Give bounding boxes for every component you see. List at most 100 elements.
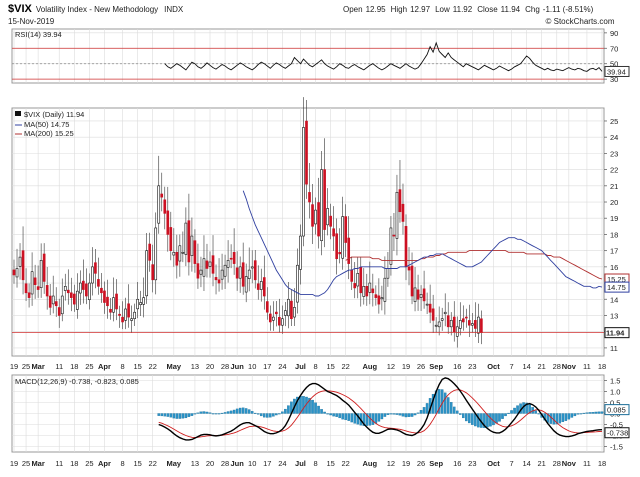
candle-body — [455, 326, 459, 337]
macd-histogram-bar — [302, 396, 305, 414]
macd-histogram-bar — [471, 413, 474, 425]
date-upper-label: 11 — [583, 362, 591, 371]
macd-histogram-bar — [332, 413, 335, 417]
macd-histogram-bar — [356, 413, 360, 425]
macd-histogram-bar — [163, 413, 167, 417]
date-upper-label: Apr — [98, 362, 111, 371]
candle-body — [347, 237, 351, 264]
macd-histogram-bar — [353, 413, 357, 424]
candle-body — [290, 300, 293, 320]
macd-histogram-bar — [437, 389, 441, 414]
date-lower-label: 18 — [70, 459, 78, 468]
date-upper-label: 8 — [120, 362, 124, 371]
candle-body — [284, 310, 287, 316]
candle-body — [33, 277, 37, 285]
candle-body — [320, 169, 323, 241]
ohlc-high-label: High — [391, 5, 407, 14]
macd-histogram-bar — [537, 413, 540, 415]
macd-histogram-bar — [181, 413, 185, 419]
macd-histogram-bar — [555, 413, 559, 425]
candle-body — [211, 255, 215, 274]
candle-body — [36, 286, 40, 290]
macd-histogram-bar — [585, 412, 589, 414]
candle-body — [151, 264, 155, 281]
macd-histogram-bar — [573, 413, 577, 417]
date-upper-label: May — [167, 362, 182, 371]
candle-body — [142, 297, 145, 305]
candle-body — [338, 252, 341, 255]
macd-histogram-bar — [407, 413, 411, 417]
price-ytick-label: 14 — [610, 295, 618, 304]
candle-body — [419, 294, 423, 298]
date-lower-label: 16 — [453, 459, 461, 468]
candle-body — [238, 266, 242, 279]
date-lower-label: Jun — [230, 459, 244, 468]
macd-histogram-bar — [501, 413, 504, 419]
macd-histogram-bar — [570, 413, 574, 418]
ohlc-low-label: Low — [435, 5, 450, 14]
candle-body — [247, 269, 251, 279]
macd-histogram-bar — [588, 412, 592, 414]
candle-body — [329, 215, 332, 227]
candle-body — [278, 316, 281, 326]
macd-histogram-bar — [404, 413, 408, 418]
ma50-last-value: 14.75 — [607, 283, 626, 292]
ma200-legend-label: MA(200) 15.25 — [24, 129, 74, 138]
macd-histogram-bar — [172, 413, 176, 419]
date-lower-label: 19 — [402, 459, 410, 468]
date-lower-label: 20 — [206, 459, 214, 468]
candle-body — [118, 313, 121, 316]
macd-histogram-bar — [350, 413, 354, 423]
date-lower-label: 19 — [10, 459, 18, 468]
candle-body — [133, 311, 136, 320]
candle-body — [474, 320, 477, 329]
macd-histogram-bar — [196, 412, 200, 414]
macd-histogram-bar — [187, 413, 191, 417]
macd-histogram-bar — [184, 413, 188, 419]
date-lower-label: 26 — [417, 459, 425, 468]
ohlc-readout: Open 12.95 High 12.97 Low 11.92 Close 11.94 Chg -… — [343, 5, 594, 14]
macd-hist-last-value-box — [604, 404, 630, 416]
macd-histogram-bar — [238, 407, 242, 414]
date-upper-label: Sep — [429, 362, 443, 371]
macd-histogram-bar — [314, 402, 317, 414]
date-axis-upper: 19 25 Mar 11 18 25 Apr 8 15 22 May 13 20 28 Jun 10 17 24 J… — [10, 362, 606, 371]
date-lower-label: 15 — [133, 459, 141, 468]
date-upper-label: Oct — [487, 362, 500, 371]
candle-body — [214, 277, 218, 281]
candle-body — [344, 216, 348, 243]
macd-histogram-bar — [468, 413, 471, 424]
candle-body — [154, 227, 158, 281]
date-lower-label: 15 — [326, 459, 334, 468]
candle-body — [443, 311, 447, 315]
macd-histogram-bar — [591, 412, 595, 414]
candle-body — [199, 269, 203, 275]
date-lower-label: 28 — [553, 459, 561, 468]
candle-body — [69, 292, 73, 298]
date-upper-label: 22 — [149, 362, 157, 371]
candle-body — [121, 316, 124, 323]
price-ytick-label: 19 — [610, 214, 618, 223]
macd-histogram-bar — [199, 411, 203, 414]
macd-histogram-bar — [498, 413, 501, 422]
macd-histogram-bar — [455, 410, 459, 414]
candle-body — [24, 283, 28, 294]
candle-body — [139, 302, 142, 306]
macd-histogram-bar — [169, 413, 173, 418]
candle-body — [332, 228, 335, 237]
candle-body — [256, 283, 260, 290]
candle-body — [193, 240, 197, 264]
date-lower-label: 7 — [509, 459, 513, 468]
candle-body — [217, 279, 221, 284]
macd-histogram-bar — [287, 405, 290, 414]
ohlc-low-value: 11.92 — [453, 5, 473, 14]
ohlc-open-label: Open — [343, 5, 363, 14]
macd-histogram-bar — [250, 411, 254, 414]
ma200-line — [345, 250, 603, 280]
candle-body — [100, 287, 103, 294]
candle-body — [401, 203, 405, 222]
candle-body — [395, 191, 399, 239]
macd-histogram-bar — [561, 413, 565, 423]
macd-histogram-bar — [244, 408, 248, 414]
